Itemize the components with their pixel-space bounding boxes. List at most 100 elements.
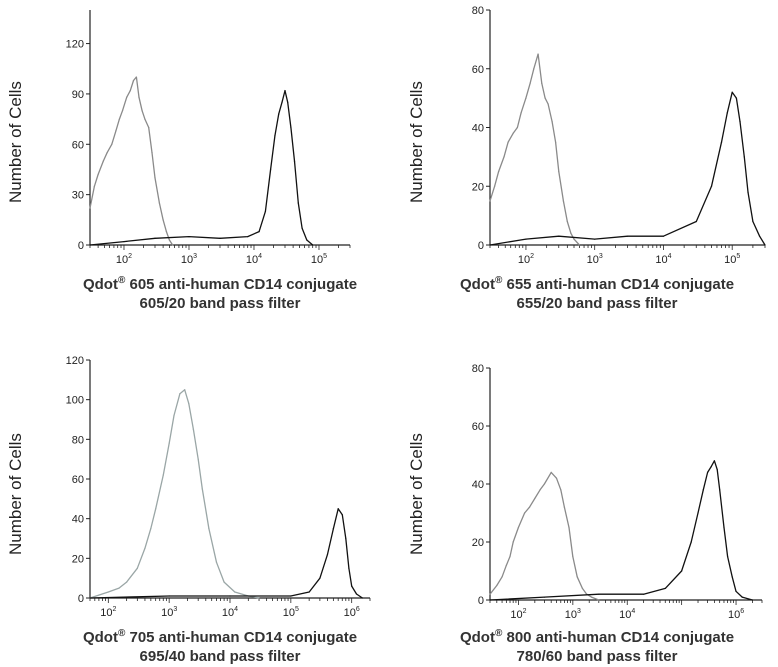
x-tick-label: 102 (518, 253, 534, 266)
stained-point (326, 553, 329, 555)
stained-point (154, 237, 156, 239)
x-tick-label: 104 (222, 606, 238, 619)
stained-point (731, 91, 733, 93)
unstained-point (150, 527, 152, 530)
unstained-point (562, 200, 564, 202)
unstained-point (497, 170, 500, 173)
x-tick-label: 102 (116, 253, 132, 266)
caption-product: Qdot (82, 629, 118, 646)
stained-point (643, 593, 645, 595)
stained-point (764, 244, 766, 246)
unstained-point (496, 584, 498, 587)
caption-line2: 780/60 band pass filter (516, 648, 678, 665)
unstained-point (162, 474, 164, 476)
stained-point (188, 236, 190, 238)
unstained-point (144, 118, 146, 120)
stained-point (716, 468, 718, 471)
unstained-point (121, 110, 124, 112)
stained-point (626, 235, 629, 237)
y-tick-label: 60 (72, 474, 84, 486)
y-tick-label: 0 (478, 240, 484, 252)
stained-point (752, 220, 754, 223)
y-tick-label: 80 (472, 363, 484, 375)
stained-point (525, 238, 527, 240)
stained-point (558, 235, 560, 237)
stained-point (489, 599, 491, 601)
unstained-point (138, 96, 140, 98)
unstained-point (154, 177, 156, 179)
stained-point (751, 599, 754, 601)
stained-point (348, 567, 350, 569)
stained-point (735, 590, 737, 592)
unstained-point (509, 555, 511, 558)
y-tick-label: 20 (72, 553, 84, 565)
chart-panel-bottom-left: Number of Cells 0 20 40 60 80 100 120 102 103 104… (6, 355, 371, 665)
unstained-point (568, 526, 570, 529)
stained-point (662, 235, 665, 237)
unstained-point (581, 587, 584, 590)
unstained-point (136, 567, 138, 569)
unstained-point (494, 185, 496, 187)
unstained-point (201, 488, 203, 490)
stained-point (690, 541, 692, 543)
unstained-point (118, 118, 120, 120)
unstained-point (107, 591, 109, 593)
unstained-point (172, 244, 174, 246)
stained-point (695, 220, 697, 223)
stained-point (293, 160, 296, 162)
caption-rest: 655 anti-human CD14 conjugate (502, 276, 735, 293)
stained-point (731, 576, 733, 578)
unstained-point (541, 82, 543, 85)
unstained-point (507, 141, 509, 143)
unstained-point (516, 126, 518, 129)
x-tick-label: 104 (619, 608, 635, 621)
x-tick-label: 102 (510, 608, 526, 621)
x-tick-label: 105 (724, 253, 740, 266)
stained-point (713, 460, 715, 462)
unstained-point (258, 597, 260, 599)
stained-point (247, 236, 249, 238)
unstained-point (534, 497, 536, 500)
unstained-point (115, 130, 117, 132)
y-tick-label: 120 (66, 39, 84, 51)
unstained-point (529, 82, 531, 85)
unstained-point (118, 587, 120, 589)
unstained-point (215, 561, 218, 563)
unstained-point (192, 428, 194, 431)
unstained-point (572, 555, 574, 558)
stained-point (710, 185, 713, 187)
stained-point (290, 126, 292, 129)
unstained-point (560, 489, 562, 491)
unstained-point (97, 173, 99, 176)
stained-point (543, 596, 546, 598)
caption-product: Qdot (459, 276, 495, 293)
y-tick-label: 120 (66, 355, 84, 367)
unstained-point (489, 593, 491, 595)
stained-point (301, 227, 303, 229)
stained-point (489, 244, 491, 246)
x-tick-label: 104 (246, 253, 262, 266)
stained-point (258, 230, 260, 233)
unstained-point (148, 126, 150, 129)
x-tick-label: 106 (344, 606, 360, 619)
caption-reg: ® (117, 275, 126, 286)
unstained-point (517, 526, 520, 529)
stained-point (727, 555, 729, 558)
x-tick-label: 103 (181, 253, 197, 266)
chart-caption: Qdot® 605 anti-human CD14 conjugate 605/… (30, 271, 410, 313)
unstained-point (158, 202, 160, 204)
unstained-point (489, 200, 491, 202)
unstained-point (578, 244, 581, 246)
stained-point (287, 101, 289, 103)
y-tick-label: 100 (66, 395, 84, 407)
y-tick-label: 40 (472, 479, 484, 491)
unstained-point (197, 458, 199, 460)
unstained-point (89, 207, 91, 209)
unstained-point (111, 143, 113, 145)
stained-point (726, 112, 728, 114)
stained-point (274, 135, 276, 137)
stained-point (306, 239, 308, 241)
unstained-point (505, 564, 507, 566)
chart-caption: Qdot® 655 anti-human CD14 conjugate 655/… (437, 271, 757, 313)
